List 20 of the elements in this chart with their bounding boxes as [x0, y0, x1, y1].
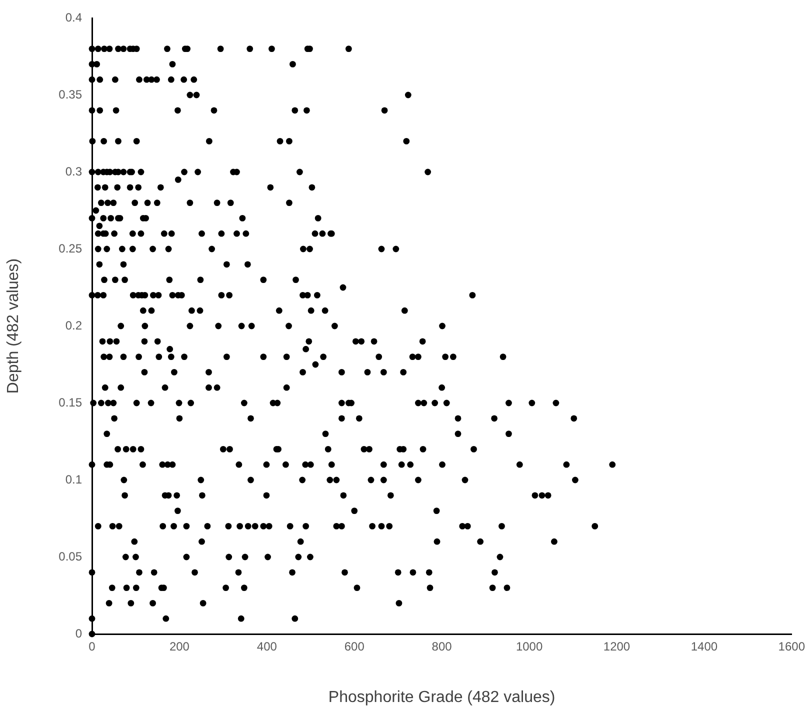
y-tick-label: 0.25: [58, 241, 82, 256]
y-tick-label: 0.05: [58, 549, 82, 564]
y-tick-label: 0.1: [65, 472, 82, 486]
x-tick-label: 1600: [778, 640, 806, 654]
x-tick-label: 1000: [516, 640, 543, 654]
y-axis-title: Depth (482 values): [5, 258, 22, 394]
y-tick-label: 0.35: [58, 87, 82, 102]
x-axis-title: Phosphorite Grade (482 values): [328, 688, 556, 706]
x-tick-label: 1200: [603, 640, 630, 654]
x-tick-label: 400: [256, 640, 278, 654]
y-tick-label: 0.15: [58, 395, 82, 410]
y-tick-label: 0.4: [65, 10, 82, 24]
y-tick-label: 0: [75, 626, 82, 640]
x-tick-label: 0: [88, 640, 96, 654]
x-tick-label: 1400: [690, 640, 718, 654]
x-tick-label: 200: [169, 640, 190, 654]
y-tick-label: 0.3: [65, 164, 82, 178]
x-tick-label: 600: [344, 640, 365, 654]
x-tick-label: 800: [432, 640, 452, 654]
y-tick-label: 0.2: [65, 318, 82, 332]
